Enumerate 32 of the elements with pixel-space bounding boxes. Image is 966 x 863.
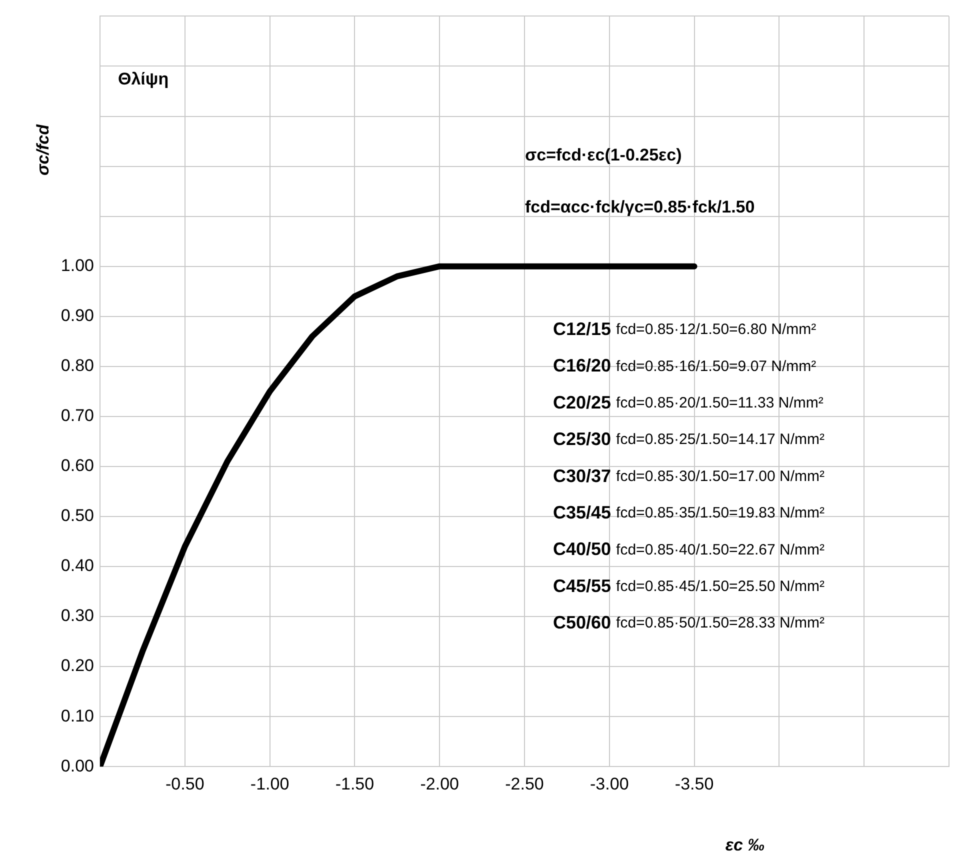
- annotation: fcd=αcc·fck/γc=0.85·fck/1.50: [525, 198, 755, 217]
- x-tick-label: -3.00: [590, 774, 629, 794]
- y-tick-label: 1.00: [60, 256, 94, 276]
- y-tick-label: 0.30: [60, 606, 94, 626]
- annotation: C25/30 fcd=0.85·25/1.50=14.17 N/mm²: [553, 429, 825, 450]
- x-axis-title: εc ‰: [725, 836, 765, 855]
- y-axis-title: σc/fcd: [34, 124, 53, 176]
- y-tick-label: 0.60: [60, 456, 94, 476]
- annotation: C20/25 fcd=0.85·20/1.50=11.33 N/mm²: [553, 392, 824, 412]
- annotation: C45/55 fcd=0.85·45/1.50=25.50 N/mm²: [553, 576, 825, 596]
- x-tick-label: -2.00: [420, 774, 459, 794]
- annotation: C40/50 fcd=0.85·40/1.50=22.67 N/mm²: [553, 539, 825, 560]
- y-tick-label: 0.80: [60, 356, 94, 376]
- y-tick-label: 0.00: [60, 756, 94, 776]
- annotation: C16/20 fcd=0.85·16/1.50=9.07 N/mm²: [553, 356, 816, 376]
- annotation: C12/15 fcd=0.85·12/1.50=6.80 N/mm²: [553, 318, 816, 339]
- annotation: Θλίψη: [118, 70, 169, 89]
- annotation: C50/60 fcd=0.85·50/1.50=28.33 N/mm²: [553, 612, 825, 633]
- y-tick-label: 0.40: [60, 556, 94, 576]
- annotation: σc=fcd·εc(1-0.25εc): [525, 146, 682, 165]
- x-tick-label: -1.00: [250, 774, 290, 794]
- y-tick-label: 0.20: [60, 656, 94, 676]
- y-tick-label: 0.50: [60, 506, 94, 526]
- y-tick-label: 0.90: [60, 306, 94, 326]
- x-tick-label: -1.50: [335, 774, 374, 794]
- x-tick-label: -3.50: [674, 774, 714, 794]
- y-tick-label: 0.10: [60, 706, 94, 726]
- x-tick-label: -2.50: [505, 774, 544, 794]
- annotation: C35/45 fcd=0.85·35/1.50=19.83 N/mm²: [553, 502, 825, 522]
- y-tick-label: 0.70: [60, 406, 94, 426]
- x-tick-label: -0.50: [166, 774, 204, 794]
- annotation: C30/37 fcd=0.85·30/1.50=17.00 N/mm²: [553, 466, 825, 486]
